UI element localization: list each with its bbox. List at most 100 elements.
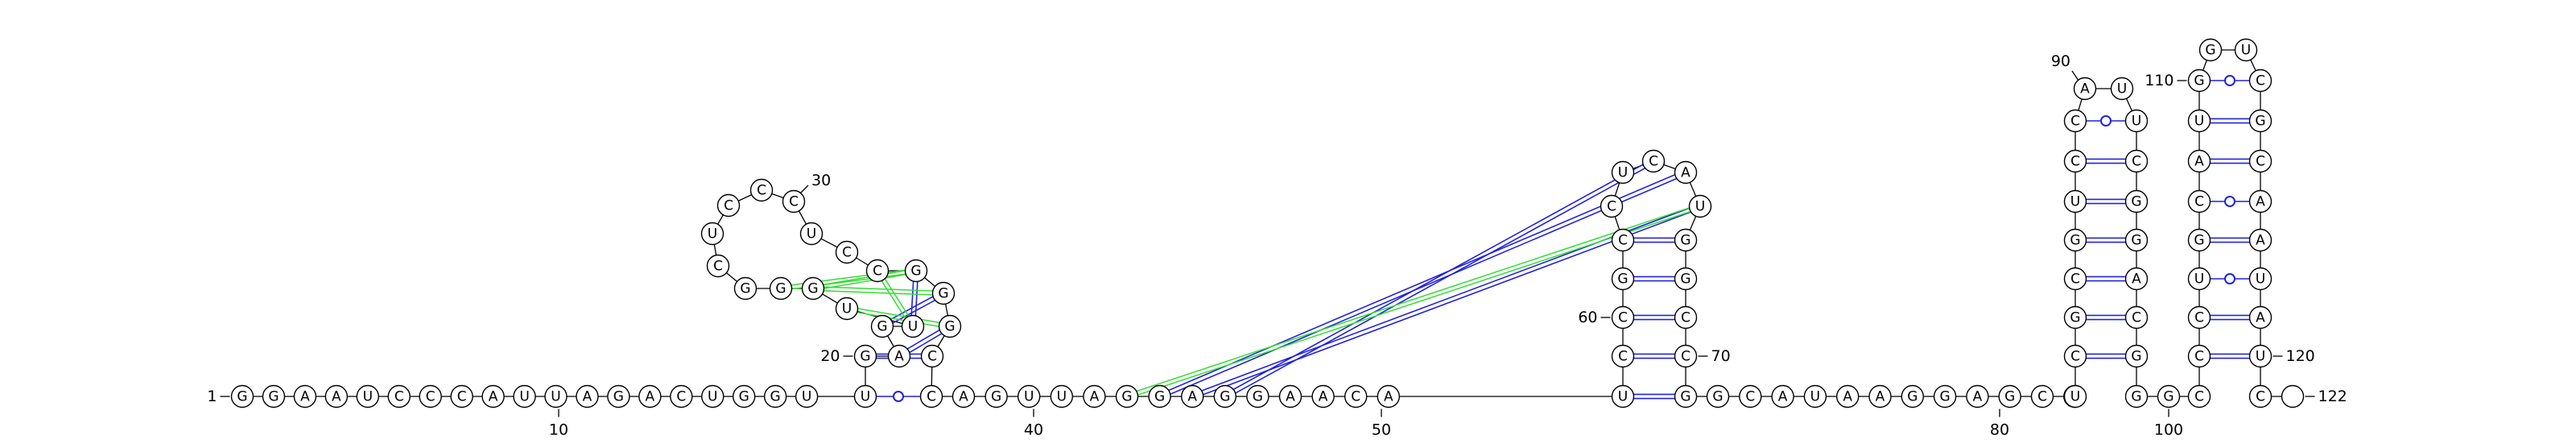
nucleotide-15: C: [670, 384, 693, 409]
svg-text:U: U: [363, 389, 373, 405]
svg-text:30: 30: [811, 172, 831, 189]
svg-text:U: U: [861, 389, 870, 405]
svg-text:C: C: [1681, 310, 1690, 326]
nucleotide-119: A: [2248, 305, 2273, 330]
svg-text:122: 122: [2318, 388, 2347, 405]
nucleotide-27: G: [769, 276, 793, 301]
nucleotide-17: G: [733, 384, 756, 409]
nucleotide-115: C: [2248, 149, 2273, 173]
svg-text:U: U: [2256, 272, 2265, 288]
svg-text:C: C: [1618, 349, 1628, 365]
nucleotide-98: C: [2124, 305, 2149, 330]
nucleotide-78: G: [1933, 384, 1957, 409]
svg-text:G: G: [910, 263, 921, 280]
svg-text:C: C: [1618, 310, 1628, 326]
svg-text:G: G: [775, 281, 786, 297]
nucleotide-63: C: [1641, 149, 1666, 173]
svg-text:G: G: [2131, 389, 2141, 405]
svg-text:A: A: [300, 389, 310, 405]
svg-text:10: 10: [549, 421, 568, 439]
svg-text:A: A: [1778, 389, 1788, 405]
nucleotide-46: A: [1083, 384, 1106, 409]
nucleotide-91: A: [2073, 77, 2097, 101]
nucleotide-100: G: [2124, 384, 2149, 409]
svg-text:U: U: [2194, 114, 2204, 130]
nucleotide-107: C: [2187, 189, 2211, 214]
nucleotide-79: A: [1966, 384, 1989, 409]
svg-text:C: C: [2070, 114, 2080, 130]
nucleotide-26: G: [801, 276, 825, 301]
nucleotide-37: G: [904, 259, 928, 283]
svg-text:A: A: [2132, 272, 2141, 288]
svg-text:G: G: [268, 389, 279, 405]
nucleotide-92: U: [2110, 77, 2134, 101]
svg-text:40: 40: [1024, 421, 1043, 439]
nucleotide-106: G: [2187, 228, 2211, 252]
nucleotide-81: C: [2030, 384, 2054, 409]
svg-text:G: G: [237, 389, 247, 405]
canonical-base-pair: [1224, 159, 1655, 399]
nucleotide-68: C: [1674, 305, 1698, 330]
nucleotide-113: C: [2248, 68, 2273, 93]
nucleotide-29: C: [706, 254, 730, 278]
svg-text:U: U: [708, 226, 717, 243]
nucleotide-71: G: [1706, 384, 1730, 409]
nucleotide-114: G: [2248, 109, 2273, 133]
nucleotide-18: G: [763, 384, 787, 409]
nucleotide-109: U: [2187, 109, 2211, 133]
position-label-1: 1: [207, 388, 230, 405]
nucleotide-34: U: [799, 222, 824, 246]
svg-text:C: C: [676, 389, 686, 405]
svg-text:A: A: [1384, 389, 1393, 405]
nucleotide-32: C: [749, 178, 774, 202]
nucleotide-20: U: [853, 384, 877, 409]
nucleotide-65: U: [1688, 194, 1712, 218]
noncanonical-base-pair: [812, 285, 944, 297]
svg-text:U: U: [2070, 194, 2080, 210]
nucleotide-9: A: [481, 384, 505, 409]
nucleotide-3: A: [293, 384, 317, 409]
svg-text:C: C: [757, 183, 766, 199]
svg-text:A: A: [1090, 389, 1100, 405]
nucleotide-61: C: [1600, 194, 1624, 218]
svg-text:U: U: [708, 389, 717, 405]
nucleotide-50: G: [1213, 384, 1237, 409]
nucleotide-39: G: [938, 314, 962, 338]
nucleotide-42: A: [952, 384, 976, 409]
position-label-120: 120: [2273, 347, 2315, 365]
svg-text:U: U: [1695, 199, 1705, 215]
nucleotide-21: G: [853, 344, 877, 368]
svg-text:G: G: [938, 286, 948, 302]
position-label-20: 20: [820, 347, 853, 365]
svg-text:C: C: [789, 194, 799, 210]
svg-text:U: U: [1618, 389, 1628, 405]
position-label-122: 122: [2305, 388, 2347, 405]
nucleotide-57: C: [1611, 344, 1635, 368]
nucleotide-99: G: [2124, 344, 2149, 368]
nucleotide-116: A: [2248, 189, 2273, 214]
base-pairs: [780, 75, 2260, 402]
nucleotide-104: C: [2187, 305, 2211, 330]
nucleotide-85: G: [2063, 305, 2087, 330]
nucleotide-38: G: [931, 281, 956, 305]
svg-text:G: G: [1121, 389, 1132, 405]
nucleotide-30: U: [700, 222, 724, 246]
canonical-base-pair: [1158, 169, 1687, 400]
svg-text:G: G: [1907, 389, 1918, 405]
nucleotide-83: U: [2063, 384, 2087, 409]
svg-text:G: G: [2205, 43, 2215, 59]
svg-text:G: G: [2131, 349, 2141, 365]
svg-text:C: C: [2070, 154, 2080, 170]
svg-text:G: G: [770, 389, 781, 405]
svg-text:60: 60: [1578, 309, 1597, 326]
svg-text:U: U: [519, 389, 529, 405]
nucleotide-14: A: [638, 384, 662, 409]
nucleotide-75: A: [1835, 384, 1860, 409]
svg-text:A: A: [646, 389, 655, 405]
svg-text:G: G: [1680, 272, 1690, 288]
svg-text:C: C: [1607, 199, 1616, 215]
nucleotide-1: G: [230, 384, 254, 409]
nucleotide-94: C: [2124, 149, 2149, 173]
svg-text:C: C: [2256, 389, 2265, 405]
